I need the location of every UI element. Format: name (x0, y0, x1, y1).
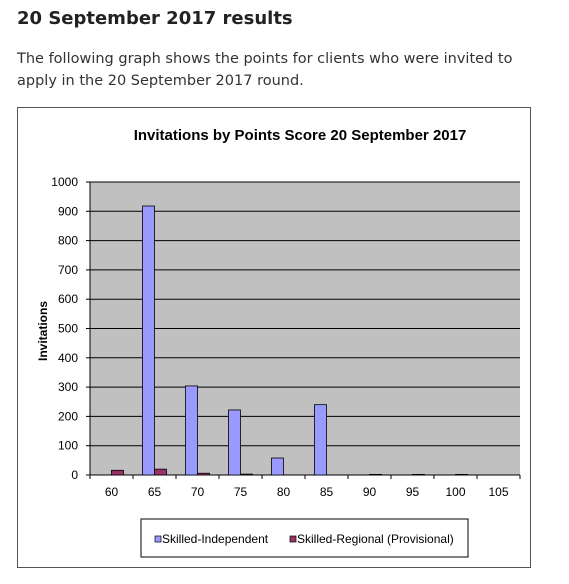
legend-swatch-skilled-regional (289, 535, 297, 543)
y-axis-label: Invitations (36, 301, 50, 361)
legend-swatch-skilled-independent (154, 535, 162, 543)
x-tick-label-70: 70 (191, 485, 205, 499)
intro-text: The following graph shows the points for… (17, 51, 513, 89)
bar-skilled-regional-65 (154, 468, 167, 476)
chart-title: Invitations by Points Score 20 September… (134, 127, 467, 144)
y-tick-label-200: 200 (58, 409, 78, 423)
x-tick-label-95: 95 (406, 485, 420, 499)
y-tick-label-900: 900 (58, 204, 78, 218)
bar-skilled-independent-85 (314, 404, 327, 476)
y-tick-label-700: 700 (58, 263, 78, 277)
x-tick-label-75: 75 (234, 485, 248, 499)
y-tick-label-500: 500 (58, 322, 78, 336)
plot-layer: 0 100 200 300 400 500 600 700 800 900 1000 60 65 70 75… (51, 175, 521, 499)
x-tick-label-90: 90 (363, 485, 377, 499)
x-tick-label-80: 80 (277, 485, 291, 499)
bar-skilled-independent-80 (271, 457, 284, 476)
x-tick-label-65: 65 (148, 485, 162, 499)
y-tick-label-300: 300 (58, 380, 78, 394)
bar-skilled-regional-70 (197, 472, 210, 476)
bar-skilled-regional-100 (455, 474, 468, 476)
bar-skilled-independent-70 (185, 385, 198, 476)
bar-skilled-regional-90 (369, 474, 382, 476)
legend-box (140, 518, 469, 558)
chart-legend: Skilled-Independent Skilled-Regional (Pr… (140, 518, 469, 558)
y-tick-label-0: 0 (71, 468, 78, 482)
legend-label-skilled-regional: Skilled-Regional (Provisional) (297, 532, 454, 546)
y-tick-label-1000: 1000 (51, 175, 78, 189)
y-tick-label-800: 800 (58, 234, 78, 248)
y-tick-label-100: 100 (58, 439, 78, 453)
y-tick-label-600: 600 (58, 292, 78, 306)
bar-skilled-regional-75 (240, 473, 253, 476)
x-tick-label-85: 85 (320, 485, 334, 499)
chart-frame: Invitations by Points Score 20 September… (17, 107, 531, 568)
y-tick-label-400: 400 (58, 351, 78, 365)
chart-svg: Invitations by Points Score 20 September… (36, 127, 521, 558)
bar-skilled-independent-65 (142, 205, 155, 476)
bar-skilled-regional-60 (111, 469, 124, 476)
x-tick-label-100: 100 (445, 485, 465, 499)
x-tick-label-105: 105 (488, 485, 508, 499)
x-tick-label-60: 60 (105, 485, 119, 499)
bar-skilled-regional-95 (412, 474, 425, 476)
page-heading: 20 September 2017 results (17, 8, 293, 29)
bar-skilled-independent-75 (228, 409, 241, 476)
legend-label-skilled-independent: Skilled-Independent (162, 532, 269, 546)
